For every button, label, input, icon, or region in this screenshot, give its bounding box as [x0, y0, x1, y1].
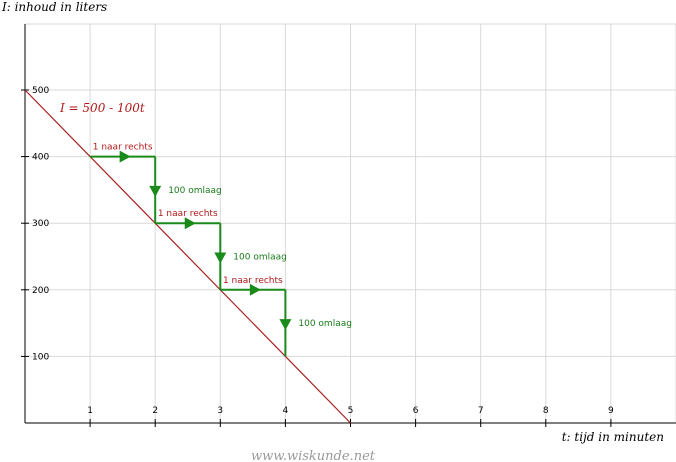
step-label-2: 1 naar rechts: [158, 209, 218, 219]
y-tick-label-300: 300: [32, 219, 49, 229]
step-arrow-right-2: [184, 217, 196, 230]
step-arrow-right-4: [249, 283, 261, 296]
step-label-0: 1 naar rechts: [93, 143, 153, 153]
step-label-5: 100 omlaag: [298, 319, 352, 329]
x-tick-label-8: 8: [543, 406, 549, 416]
x-tick-label-9: 9: [608, 406, 614, 416]
step-arrow-down-1: [149, 185, 162, 197]
x-tick-label-6: 6: [413, 406, 419, 416]
y-tick-label-200: 200: [32, 286, 49, 296]
step-label-1: 100 omlaag: [168, 186, 222, 196]
step-label-4: 1 naar rechts: [223, 276, 283, 286]
steps: 1 naar rechts 100 omlaag 1 naar rechts 100 …: [90, 143, 352, 357]
watermark: www.wiskunde.net: [251, 449, 376, 462]
grid: [25, 23, 676, 423]
x-tick-label-5: 5: [348, 406, 354, 416]
x-axis-title: t: tijd in minuten: [562, 430, 664, 444]
step-arrow-down-5: [279, 319, 292, 331]
y-tick-label-400: 400: [32, 153, 49, 163]
y-tick-label-100: 100: [32, 352, 49, 362]
x-tick-label-1: 1: [87, 406, 93, 416]
step-label-3: 100 omlaag: [233, 253, 287, 263]
series-line-0: [24, 89, 351, 424]
x-tick-label-4: 4: [283, 406, 289, 416]
step-arrow-right-0: [119, 150, 131, 163]
step-arrow-down-3: [214, 252, 227, 264]
series: [24, 89, 351, 424]
ticks: 1 2 3 4 5 6 7 8 9 100 200 300 400 500: [21, 86, 614, 427]
y-axis-title: I: inhoud in liters: [1, 0, 107, 14]
y-tick-label-500: 500: [32, 86, 49, 96]
x-tick-label-7: 7: [478, 406, 484, 416]
x-tick-label-2: 2: [152, 406, 158, 416]
formula-label: I = 500 - 100t: [59, 101, 145, 115]
x-tick-label-3: 3: [217, 406, 223, 416]
